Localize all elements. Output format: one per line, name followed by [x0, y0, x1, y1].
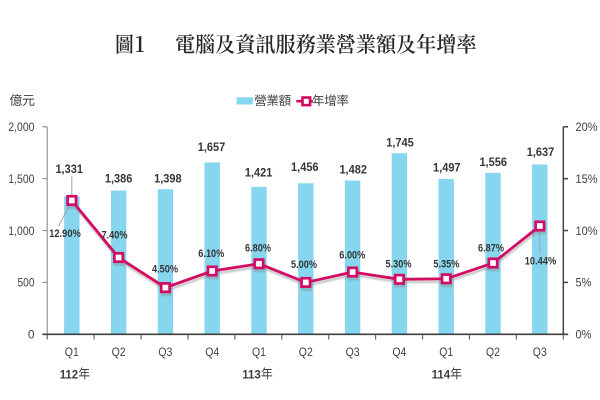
svg-text:7.40%: 7.40%: [102, 229, 128, 241]
svg-text:1,500: 1,500: [8, 172, 34, 186]
svg-text:15%: 15%: [576, 172, 598, 186]
svg-text:1,456: 1,456: [291, 160, 319, 174]
svg-text:1,657: 1,657: [198, 140, 226, 154]
svg-text:1,398: 1,398: [154, 172, 182, 186]
svg-text:Q4: Q4: [392, 347, 407, 359]
svg-text:1,421: 1,421: [245, 165, 273, 179]
svg-text:114: 114: [432, 367, 451, 381]
svg-text:Q3: Q3: [346, 347, 360, 359]
svg-text:1,556: 1,556: [479, 155, 507, 169]
svg-text:Q3: Q3: [533, 347, 547, 359]
svg-text:10.44%: 10.44%: [525, 255, 557, 267]
svg-text:1,637: 1,637: [527, 145, 555, 159]
svg-text:Q2: Q2: [112, 347, 126, 359]
svg-text:113: 113: [242, 367, 261, 381]
svg-text:1,331: 1,331: [55, 162, 83, 176]
svg-text:6.87%: 6.87%: [478, 242, 504, 254]
svg-text:Q1: Q1: [252, 347, 266, 359]
svg-text:6.00%: 6.00%: [339, 249, 365, 261]
svg-text:Q1: Q1: [65, 347, 79, 359]
svg-text:1,497: 1,497: [433, 160, 461, 174]
svg-text:500: 500: [18, 276, 35, 290]
svg-text:5.00%: 5.00%: [291, 259, 317, 271]
svg-text:4.50%: 4.50%: [152, 263, 178, 275]
svg-text:0: 0: [28, 328, 35, 342]
svg-text:1,386: 1,386: [105, 172, 133, 186]
svg-text:6.80%: 6.80%: [245, 243, 271, 255]
svg-text:Q4: Q4: [205, 347, 220, 359]
svg-text:6.10%: 6.10%: [198, 248, 224, 260]
svg-text:20%: 20%: [576, 120, 598, 134]
svg-text:Q3: Q3: [158, 347, 172, 359]
svg-text:2,000: 2,000: [8, 120, 34, 134]
svg-text:0%: 0%: [576, 328, 592, 342]
svg-text:112: 112: [60, 367, 79, 381]
svg-text:Q1: Q1: [439, 347, 453, 359]
svg-text:5.35%: 5.35%: [433, 259, 459, 271]
svg-text:1,745: 1,745: [386, 136, 414, 150]
svg-text:1,000: 1,000: [8, 224, 34, 238]
svg-text:Q2: Q2: [299, 347, 313, 359]
svg-text:5.30%: 5.30%: [386, 259, 412, 271]
svg-text:5%: 5%: [576, 276, 592, 290]
svg-text:12.90%: 12.90%: [49, 228, 81, 240]
svg-text:10%: 10%: [576, 224, 598, 238]
svg-text:Q2: Q2: [486, 347, 500, 359]
svg-text:1,482: 1,482: [339, 163, 367, 177]
